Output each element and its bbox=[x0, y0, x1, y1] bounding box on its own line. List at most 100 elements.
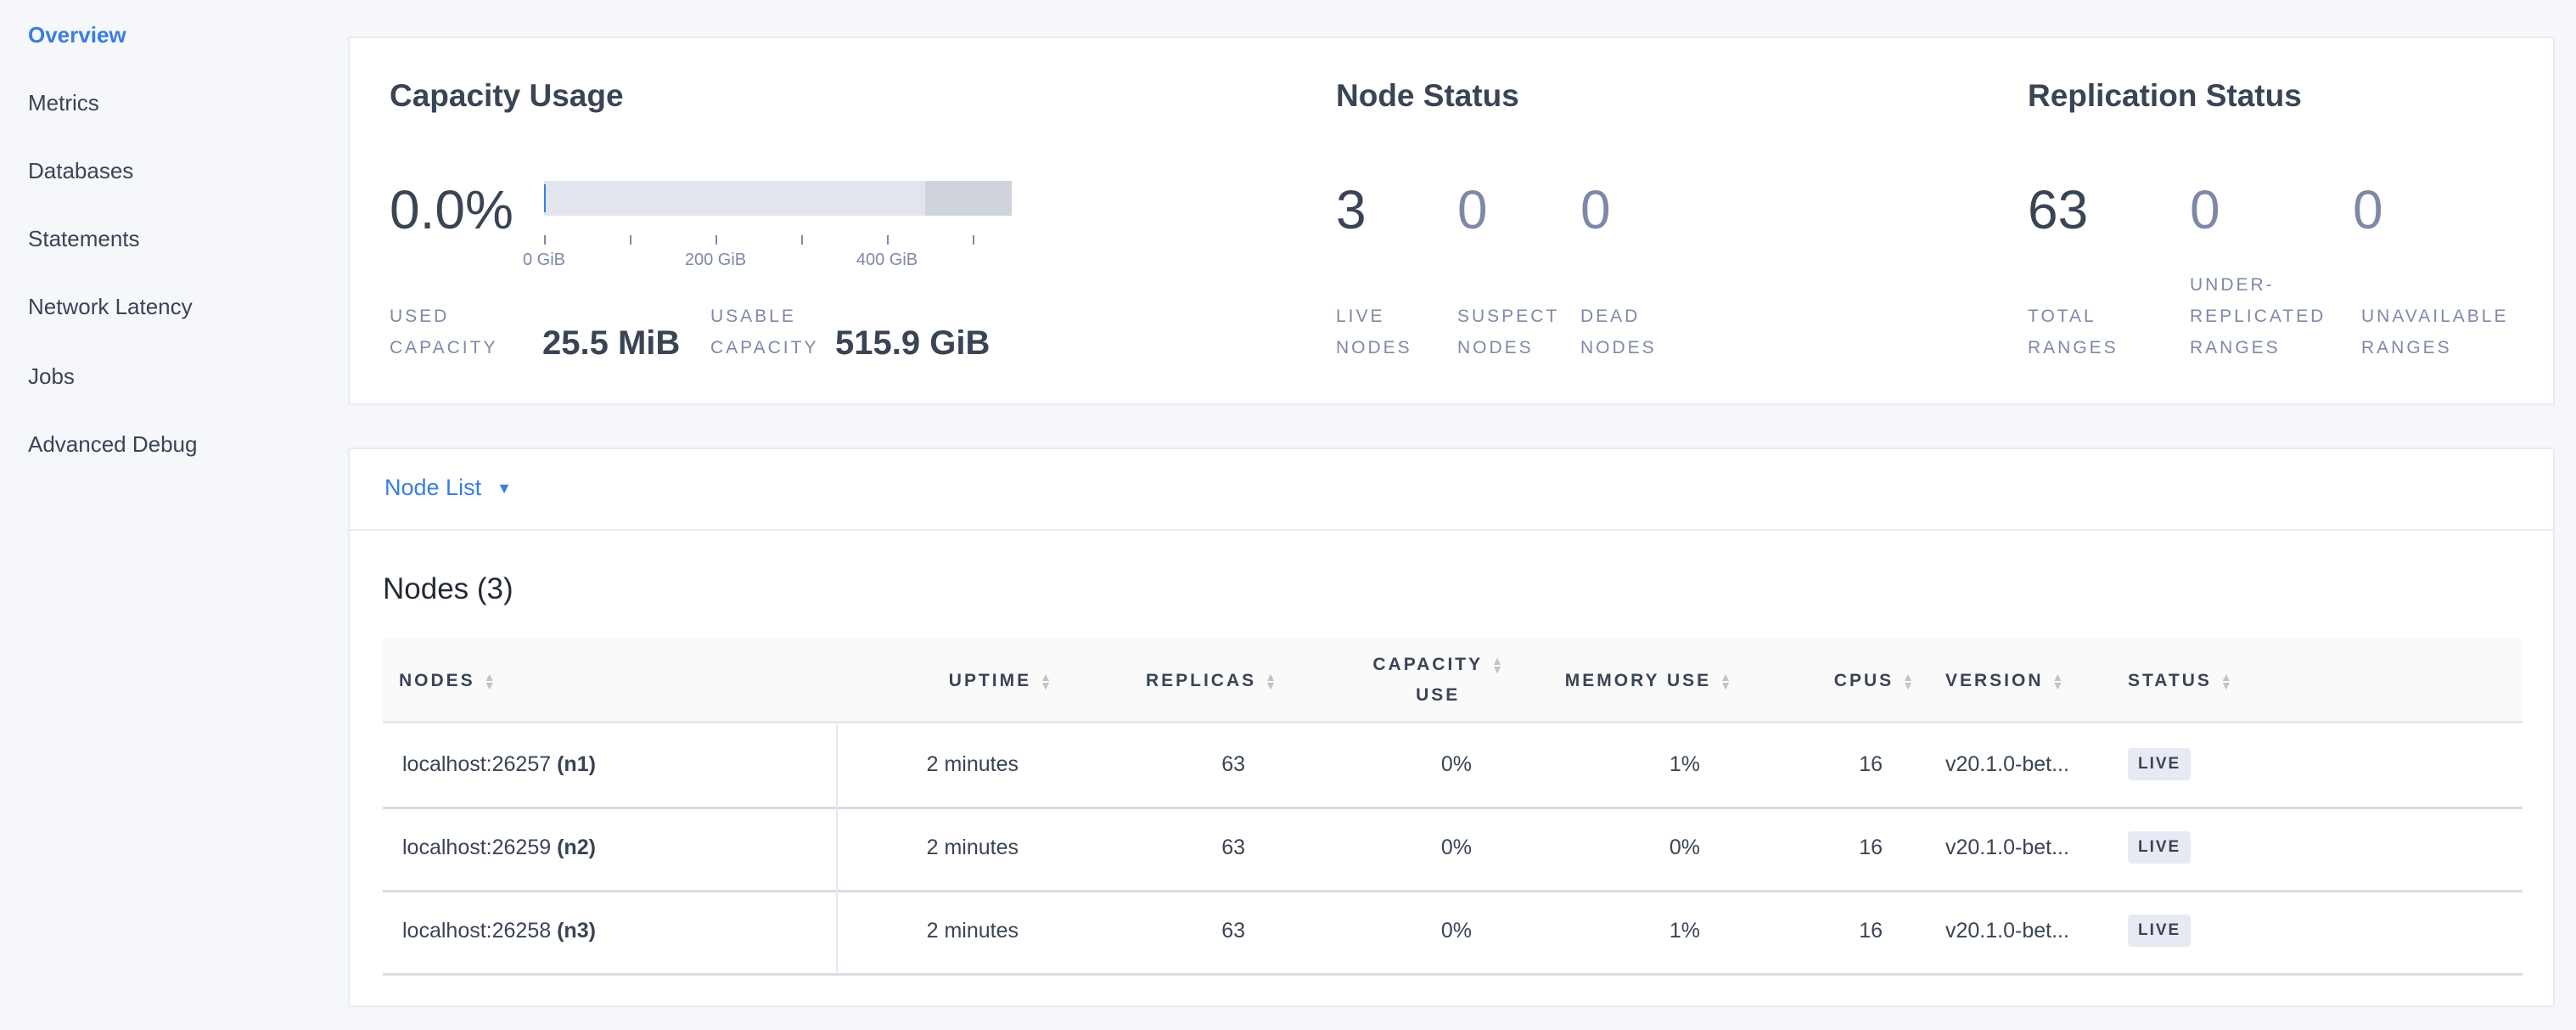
sidebar-item-network-latency[interactable]: Network Latency bbox=[28, 294, 193, 319]
label-line: SUSPECT bbox=[1457, 307, 1560, 326]
cpus-cell: 16 bbox=[1859, 919, 1883, 943]
sidebar-item-metrics[interactable]: Metrics bbox=[28, 90, 99, 115]
column-header-nodes[interactable]: NODES ▲ ▼ bbox=[399, 666, 496, 696]
node-id: (n2) bbox=[557, 836, 596, 859]
sidebar-item-jobs[interactable]: Jobs bbox=[28, 363, 75, 389]
axis-tick bbox=[973, 235, 974, 245]
nodes-table-title: Nodes (3) bbox=[383, 572, 514, 605]
replication-status-title: Replication Status bbox=[2028, 78, 2302, 113]
sort-icon: ▲ ▼ bbox=[2051, 670, 2064, 693]
total-ranges-value: 63 bbox=[2028, 179, 2089, 240]
column-header-status[interactable]: STATUS ▲ ▼ bbox=[2128, 666, 2232, 696]
uptime-cell: 2 minutes bbox=[926, 919, 1019, 943]
cluster-summary-card: Capacity Usage 0.0% 0 GiB 200 GiB 400 Gi… bbox=[348, 37, 2555, 405]
label-line: CAPACITY bbox=[710, 338, 819, 357]
uptime-cell: 2 minutes bbox=[926, 836, 1019, 859]
table-row: localhost:26257 (n1) 2 minutes 63 0% 1% 16 v20… bbox=[383, 725, 2523, 809]
header-text: MEMORY USE bbox=[1564, 671, 1712, 690]
label-line: NODES bbox=[1580, 338, 1657, 357]
label-line: LIVE bbox=[1336, 307, 1385, 326]
under-replicated-value: 0 bbox=[2190, 179, 2220, 240]
used-capacity-label: USED CAPACITY bbox=[390, 301, 497, 363]
replicas-cell: 63 bbox=[1221, 752, 1245, 776]
capacity-bar-used bbox=[544, 184, 546, 212]
sidebar-item-databases[interactable]: Databases bbox=[28, 158, 134, 183]
sidebar-item-statements[interactable]: Statements bbox=[28, 226, 140, 251]
under-replicated-label: UNDER- REPLICATED RANGES bbox=[2190, 269, 2326, 363]
node-name-cell[interactable]: localhost:26259 (n2) bbox=[402, 836, 596, 860]
axis-tick-label: 400 GiB bbox=[856, 250, 918, 269]
node-list-card: Node List ▼ Nodes (3) bbox=[348, 447, 2555, 1007]
label-line: RANGES bbox=[2190, 338, 2281, 357]
node-name-cell[interactable]: localhost:26257 (n1) bbox=[402, 752, 596, 777]
sidebar-item-advanced-debug[interactable]: Advanced Debug bbox=[28, 431, 198, 457]
header-text: REPLICAS bbox=[1145, 671, 1257, 690]
sort-icon: ▲ ▼ bbox=[1720, 670, 1731, 693]
header-text: CAPACITY bbox=[1372, 655, 1484, 674]
axis-tick-label: 0 GiB bbox=[522, 250, 566, 269]
axis-tick bbox=[716, 235, 717, 245]
status-badge: LIVE bbox=[2128, 831, 2192, 864]
capacity-use-cell: 0% bbox=[1440, 919, 1472, 943]
dead-nodes-value: 0 bbox=[1580, 179, 1611, 240]
header-text: VERSION bbox=[1945, 671, 2044, 690]
capacity-bar bbox=[544, 181, 1012, 216]
node-host: localhost:26258 bbox=[402, 919, 552, 943]
column-header-uptime[interactable]: UPTIME ▲ ▼ bbox=[949, 666, 1052, 696]
live-nodes-value: 3 bbox=[1336, 179, 1367, 240]
label-line: NODES bbox=[1457, 338, 1534, 357]
node-id: (n3) bbox=[557, 919, 596, 943]
sort-icon: ▲ ▼ bbox=[2220, 670, 2232, 693]
label-line: UNDER- bbox=[2190, 275, 2275, 295]
capacity-use-cell: 0% bbox=[1440, 836, 1472, 859]
live-nodes-label: LIVE NODES bbox=[1336, 301, 1412, 363]
label-line: TOTAL bbox=[2028, 307, 2096, 326]
dropdown-label: Node List bbox=[384, 475, 482, 500]
status-badge: LIVE bbox=[2128, 915, 2192, 947]
label-line: UNAVAILABLE bbox=[2361, 307, 2509, 326]
axis-tick bbox=[630, 235, 631, 245]
header-text: CPUS bbox=[1833, 671, 1894, 690]
header-text: USE bbox=[1416, 685, 1461, 705]
header-text: STATUS bbox=[2128, 671, 2212, 690]
column-divider bbox=[836, 725, 838, 974]
capacity-percent: 0.0% bbox=[390, 179, 514, 240]
total-ranges-label: TOTAL RANGES bbox=[2028, 301, 2119, 363]
replicas-cell: 63 bbox=[1221, 836, 1245, 859]
used-capacity-value: 25.5 MiB bbox=[542, 324, 681, 362]
usable-capacity-value: 515.9 GiB bbox=[835, 324, 991, 362]
dead-nodes-label: DEAD NODES bbox=[1580, 301, 1657, 363]
label-line: USABLE bbox=[710, 307, 796, 326]
usable-capacity-label: USABLE CAPACITY bbox=[710, 301, 818, 363]
node-list-dropdown[interactable]: Node List ▼ bbox=[384, 475, 512, 501]
suspect-nodes-value: 0 bbox=[1457, 179, 1488, 240]
cpus-cell: 16 bbox=[1859, 752, 1883, 776]
unavailable-ranges-label: UNAVAILABLE RANGES bbox=[2361, 301, 2508, 363]
replicas-cell: 63 bbox=[1221, 919, 1245, 943]
node-host: localhost:26259 bbox=[402, 836, 552, 859]
caret-down-icon: ▼ bbox=[497, 480, 512, 498]
column-header-memory-use[interactable]: MEMORY USE ▲ ▼ bbox=[1565, 666, 1731, 696]
memory-use-cell: 1% bbox=[1669, 752, 1700, 776]
header-text: NODES bbox=[399, 671, 475, 690]
node-name-cell[interactable]: localhost:26258 (n3) bbox=[402, 919, 596, 943]
label-line: RANGES bbox=[2361, 338, 2452, 357]
memory-use-cell: 1% bbox=[1669, 919, 1700, 943]
column-header-capacity-use[interactable]: CAPACITY ▲ ▼ USE bbox=[1372, 650, 1503, 711]
node-id: (n1) bbox=[557, 752, 596, 776]
label-line: DEAD bbox=[1580, 307, 1641, 326]
column-header-replicas[interactable]: REPLICAS ▲ ▼ bbox=[1146, 666, 1277, 696]
axis-tick bbox=[801, 235, 803, 245]
node-status-title: Node Status bbox=[1336, 78, 1519, 113]
table-row: localhost:26258 (n3) 2 minutes 63 0% 1% 16 v20… bbox=[383, 892, 2523, 976]
column-header-version[interactable]: VERSION ▲ ▼ bbox=[1945, 666, 2063, 696]
axis-tick bbox=[887, 235, 889, 245]
unavailable-ranges-value: 0 bbox=[2353, 179, 2383, 240]
version-cell: v20.1.0-bet... bbox=[1945, 919, 2069, 943]
sidebar-item-overview[interactable]: Overview bbox=[28, 22, 126, 48]
capacity-use-cell: 0% bbox=[1440, 752, 1472, 776]
column-header-cpus[interactable]: CPUS ▲ ▼ bbox=[1834, 666, 1914, 696]
axis-tick-label: 200 GiB bbox=[684, 250, 747, 269]
label-line: CAPACITY bbox=[390, 338, 498, 357]
sort-icon: ▲ ▼ bbox=[1040, 670, 1052, 693]
